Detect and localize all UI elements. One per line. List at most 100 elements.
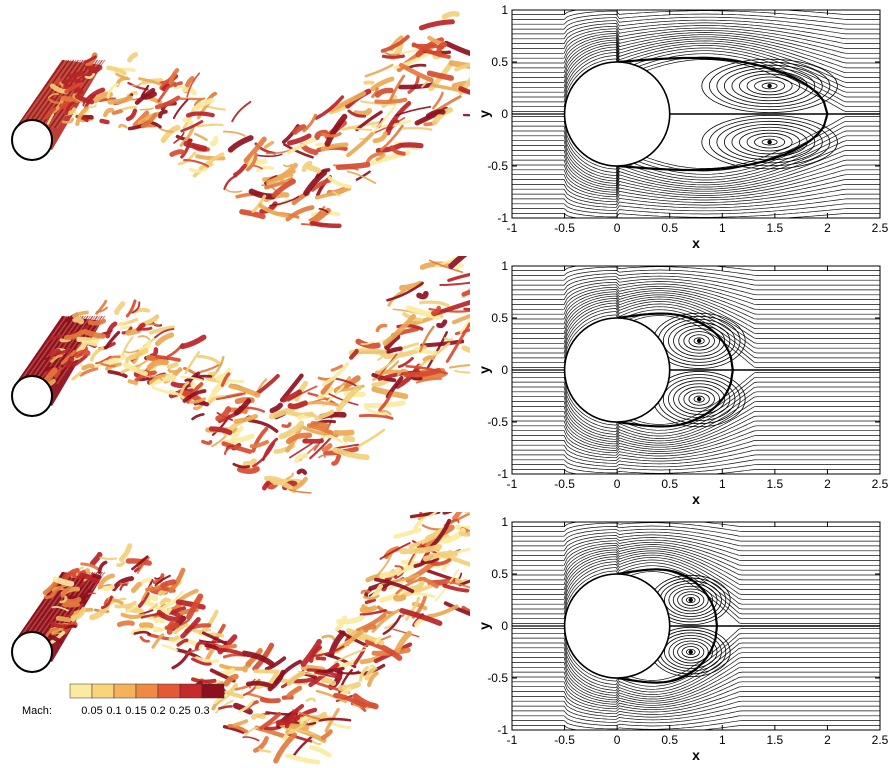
streamline — [512, 686, 880, 711]
vortex-tube — [82, 337, 101, 341]
y-tick-label: 1 — [501, 259, 508, 273]
vortex-tube — [382, 313, 417, 346]
vortex-tube — [374, 97, 408, 104]
vortex-tube — [179, 381, 190, 396]
vortex-tube — [378, 350, 403, 372]
vortex-tube — [425, 331, 448, 371]
x-tick-label: 1 — [719, 477, 726, 491]
vortex-tube — [154, 95, 181, 110]
vortex-tube — [221, 441, 253, 454]
vortex-tube — [321, 634, 336, 641]
vortex-tube — [237, 466, 260, 475]
vortex-tube — [421, 524, 444, 531]
streamline — [512, 10, 880, 15]
vortex-tube — [118, 543, 133, 562]
vortex-tube — [133, 630, 152, 636]
vortex-tube — [286, 137, 316, 155]
vortex-tube — [225, 188, 243, 193]
vortex-tube — [160, 124, 181, 143]
vortex-tube — [106, 65, 127, 76]
streamline — [512, 0, 880, 5]
vortex-tube — [269, 195, 300, 207]
vortex-tube — [455, 524, 470, 532]
vortex-tube — [273, 732, 298, 764]
vortex-tube — [51, 606, 69, 612]
vortex-tube — [186, 593, 204, 620]
vortex-tube — [198, 152, 225, 171]
vortex-tube — [218, 705, 233, 710]
vortex-core — [701, 115, 838, 170]
vortex-tube — [50, 353, 63, 363]
vortex-tube — [99, 118, 110, 125]
x-tick-label: -1 — [507, 733, 518, 747]
streamline — [512, 391, 880, 437]
vortex-tube — [306, 164, 322, 174]
streamline — [512, 145, 880, 186]
vortex-tube — [318, 717, 352, 722]
vortex-tube — [264, 475, 284, 484]
streamline — [512, 290, 880, 320]
vortex-tube — [259, 712, 282, 730]
vortex-tube — [333, 648, 366, 664]
vortex-tube — [395, 576, 427, 595]
vortex-tube — [125, 299, 137, 318]
streamline — [512, 647, 880, 693]
vortex-tube — [315, 689, 347, 704]
vortex-tube — [209, 135, 219, 147]
streamline — [512, 135, 880, 181]
vortex-tube — [441, 562, 450, 572]
vortex-tube — [363, 594, 380, 600]
vortex-tube — [89, 551, 103, 567]
vortex-tube — [191, 412, 205, 421]
vortex-tube — [359, 609, 387, 616]
streamline — [512, 435, 880, 457]
streamline — [512, 16, 880, 30]
vortex-tube — [403, 367, 442, 378]
vortex-tube — [173, 622, 188, 634]
vortex-tube — [324, 113, 348, 147]
vortex-tube — [164, 619, 175, 630]
vortex-tube — [442, 583, 470, 593]
vortex-tube — [446, 581, 470, 589]
vortex-tube — [301, 160, 313, 173]
vortex-tube — [448, 256, 468, 269]
streamline — [512, 25, 880, 44]
vortex-tube — [55, 615, 71, 623]
streamline — [512, 546, 880, 576]
vortex-tube — [244, 726, 259, 737]
colorbar-swatch — [201, 683, 225, 699]
vortex-tube — [402, 126, 433, 131]
vortex-tube — [238, 699, 255, 713]
vortex-tube — [253, 736, 269, 753]
vortex-tube — [422, 550, 458, 562]
vortex-tube — [215, 699, 234, 714]
vortex-tube — [420, 557, 440, 564]
vortex-tube — [436, 319, 448, 329]
vortex-tube — [182, 389, 207, 403]
streamline — [512, 38, 880, 74]
vortex-tube — [334, 615, 348, 632]
vortex-tube — [321, 677, 337, 686]
streamline — [512, 565, 880, 615]
vortex-tube — [215, 406, 232, 422]
vortex-tube — [332, 190, 341, 197]
vortex-tube — [352, 693, 379, 710]
vortex-tube — [215, 392, 246, 401]
vortex-tube — [321, 435, 343, 444]
vortex-tube — [196, 354, 221, 365]
streamline — [512, 45, 880, 88]
vortex-tube — [227, 425, 244, 447]
vortex-tube — [175, 599, 206, 610]
vortex-tube — [242, 458, 257, 467]
streamline — [512, 179, 880, 201]
x-tick-label: -1 — [507, 221, 518, 235]
streamline — [512, 544, 880, 571]
vortex-tube — [180, 120, 204, 133]
vortex-tube — [215, 372, 229, 381]
vortex-tube — [210, 355, 225, 379]
y-tick-label: 0.5 — [491, 311, 508, 325]
vortex-panel-1 — [11, 11, 470, 229]
vortex-tube — [154, 574, 171, 587]
streamline — [512, 296, 880, 334]
recirculation-region — [616, 568, 719, 684]
